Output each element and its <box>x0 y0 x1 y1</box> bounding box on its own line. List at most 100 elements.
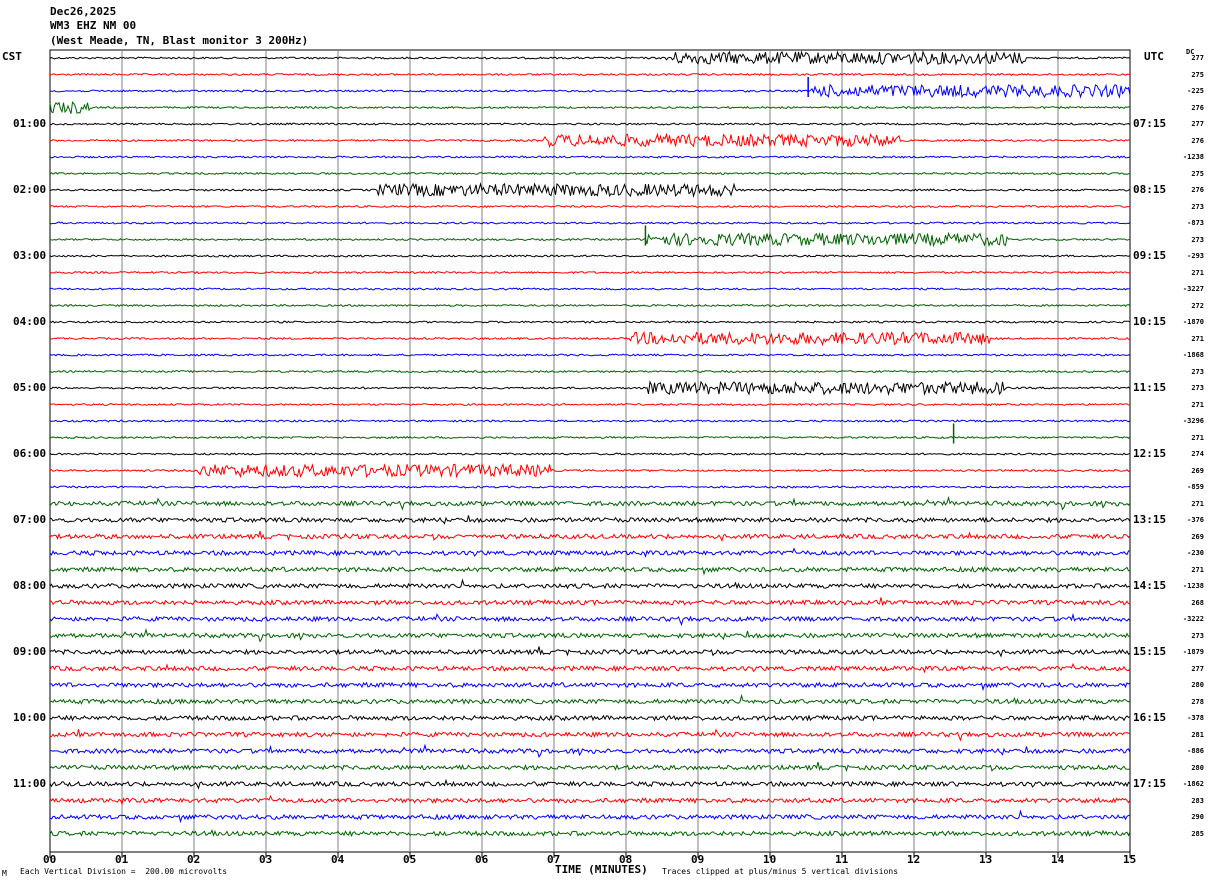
trace-line <box>49 402 1131 407</box>
cst-axis-label: CST <box>2 50 22 63</box>
x-tick-label: 05 <box>403 853 417 866</box>
trace-line <box>49 778 1131 790</box>
dc-offset: 273 <box>1191 202 1204 211</box>
x-tick-label: 15 <box>1123 853 1137 866</box>
plot-border <box>49 49 1131 853</box>
x-tick-label: 11 <box>835 853 849 866</box>
utc-hour-label: 11:15 <box>1133 381 1167 394</box>
footer-mark: M <box>2 869 7 878</box>
dc-offset: -1879 <box>1182 648 1204 656</box>
trace-line <box>49 515 1131 525</box>
trace-line <box>49 462 1131 479</box>
trace-line <box>49 204 1131 209</box>
station-location: (West Meade, TN, Blast monitor 3 200Hz) <box>50 34 309 47</box>
trace-line <box>49 627 1131 643</box>
dc-offset: -230 <box>1187 549 1204 557</box>
cst-hour-label: 01:00 <box>13 117 47 130</box>
dc-offset: -1862 <box>1182 780 1204 788</box>
trace-line <box>49 320 1131 324</box>
trace-line <box>49 221 1131 225</box>
dc-offset: -859 <box>1187 483 1204 491</box>
utc-hour-label: 14:15 <box>1133 579 1167 592</box>
dc-offset: 273 <box>1191 384 1204 392</box>
trace-line <box>49 612 1131 627</box>
dc-offset: 271 <box>1191 400 1204 409</box>
dc-offset: -3227 <box>1182 285 1204 293</box>
dc-offset: 280 <box>1191 681 1204 689</box>
trace-line <box>50 83 1131 99</box>
scale-note: Each Vertical Division = 200.00 microvol… <box>20 867 228 876</box>
x-tick-label: 04 <box>331 853 345 866</box>
trace-line <box>49 646 1131 658</box>
dc-offset: 273 <box>1191 367 1204 376</box>
trace-line <box>49 435 1131 440</box>
utc-hour-label: 07:15 <box>1133 117 1167 130</box>
cst-hour-label: 08:00 <box>13 579 47 592</box>
utc-hour-label: 16:15 <box>1133 711 1167 724</box>
dc-offset: 285 <box>1191 829 1204 838</box>
dc-offset: -1238 <box>1182 153 1204 161</box>
x-axis-title: TIME (MINUTES) <box>555 863 648 876</box>
utc-hour-label: 15:15 <box>1133 645 1167 658</box>
utc-hour-label: 17:15 <box>1133 777 1167 790</box>
dc-offset: 276 <box>1191 136 1204 145</box>
dc-offset: 276 <box>1191 103 1204 112</box>
dc-offset: 277 <box>1191 54 1204 62</box>
dc-offset: -3222 <box>1182 615 1204 623</box>
station-code: WM3 EHZ NM 00 <box>50 19 137 32</box>
trace-line <box>49 331 1131 347</box>
trace-line <box>49 662 1131 674</box>
x-axis-ticks <box>49 852 1131 858</box>
x-tick-label: 14 <box>1051 853 1065 866</box>
dc-offset: 278 <box>1191 697 1204 706</box>
dc-offset: 275 <box>1191 169 1204 178</box>
trace-line <box>49 303 1131 308</box>
trace-line <box>49 578 1131 590</box>
minute-gridlines <box>49 49 1131 853</box>
dc-offset: 274 <box>1191 450 1204 458</box>
x-tick-label: 03 <box>259 853 273 866</box>
dc-offset: 269 <box>1191 532 1204 541</box>
x-tick-label: 08 <box>619 853 633 866</box>
dc-offset: -1868 <box>1182 351 1204 359</box>
x-tick-label: 07 <box>547 853 561 866</box>
dc-offset: 277 <box>1191 664 1204 673</box>
trace-line <box>49 72 1131 77</box>
trace-line <box>49 171 1131 176</box>
trace-line <box>49 495 1131 511</box>
cst-hour-label: 03:00 <box>13 249 47 262</box>
dc-offset: 273 <box>1191 235 1204 244</box>
x-tick-label: 09 <box>691 853 705 866</box>
dc-offset: 276 <box>1191 186 1204 194</box>
dc-offset: -376 <box>1187 516 1204 524</box>
dc-offset: 271 <box>1191 565 1204 574</box>
trace-line <box>49 369 1130 374</box>
x-tick-label: 13 <box>979 853 993 866</box>
utc-hour-label: 09:15 <box>1133 249 1167 262</box>
dc-offset: -886 <box>1187 747 1204 755</box>
dc-offset: 283 <box>1191 796 1204 805</box>
trace-line <box>49 101 1131 114</box>
trace-line <box>49 761 1131 772</box>
trace-line <box>49 829 1131 837</box>
trace-line <box>49 693 1131 705</box>
cst-hour-label: 10:00 <box>13 711 47 724</box>
trace-line <box>49 809 1131 824</box>
cst-hour-label: 02:00 <box>13 183 47 196</box>
x-tick-label: 12 <box>907 853 921 866</box>
trace-line <box>49 270 1131 275</box>
dc-offset: 272 <box>1191 301 1204 310</box>
trace-line <box>50 728 1131 742</box>
dc-offset: 271 <box>1191 334 1204 343</box>
dc-offset: 275 <box>1191 70 1204 79</box>
utc-hour-label: 13:15 <box>1133 513 1167 526</box>
dc-offset: -1238 <box>1182 582 1204 590</box>
utc-hour-label: 12:15 <box>1133 447 1167 460</box>
trace-line <box>49 231 1131 248</box>
trace-line <box>49 794 1131 806</box>
record-date: Dec26,2025 <box>50 5 117 18</box>
dc-offset: -293 <box>1187 252 1204 260</box>
trace-line <box>49 681 1131 692</box>
trace-line <box>49 714 1131 722</box>
trace-line <box>49 122 1131 126</box>
